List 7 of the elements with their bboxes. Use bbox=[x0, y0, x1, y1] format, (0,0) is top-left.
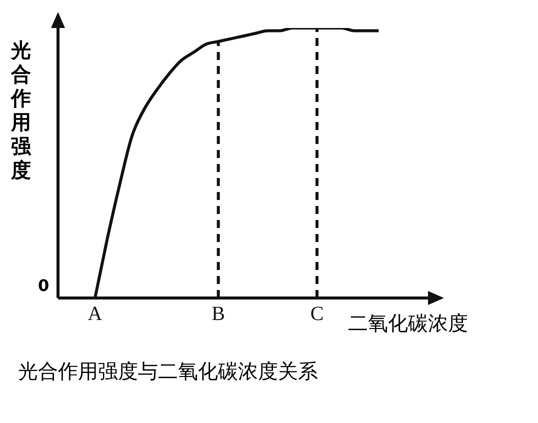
y-axis-title: 光合作用强度 bbox=[10, 38, 32, 182]
text: 0 bbox=[38, 276, 50, 295]
x-tick-label: A bbox=[88, 303, 103, 326]
x-axis-title: 二氧化碳浓度 bbox=[348, 310, 468, 337]
x-tick-label: C bbox=[310, 303, 324, 326]
x-tick-label: B bbox=[212, 303, 226, 326]
text: 光合作用强度与二氧化碳浓度关系 bbox=[18, 358, 318, 385]
